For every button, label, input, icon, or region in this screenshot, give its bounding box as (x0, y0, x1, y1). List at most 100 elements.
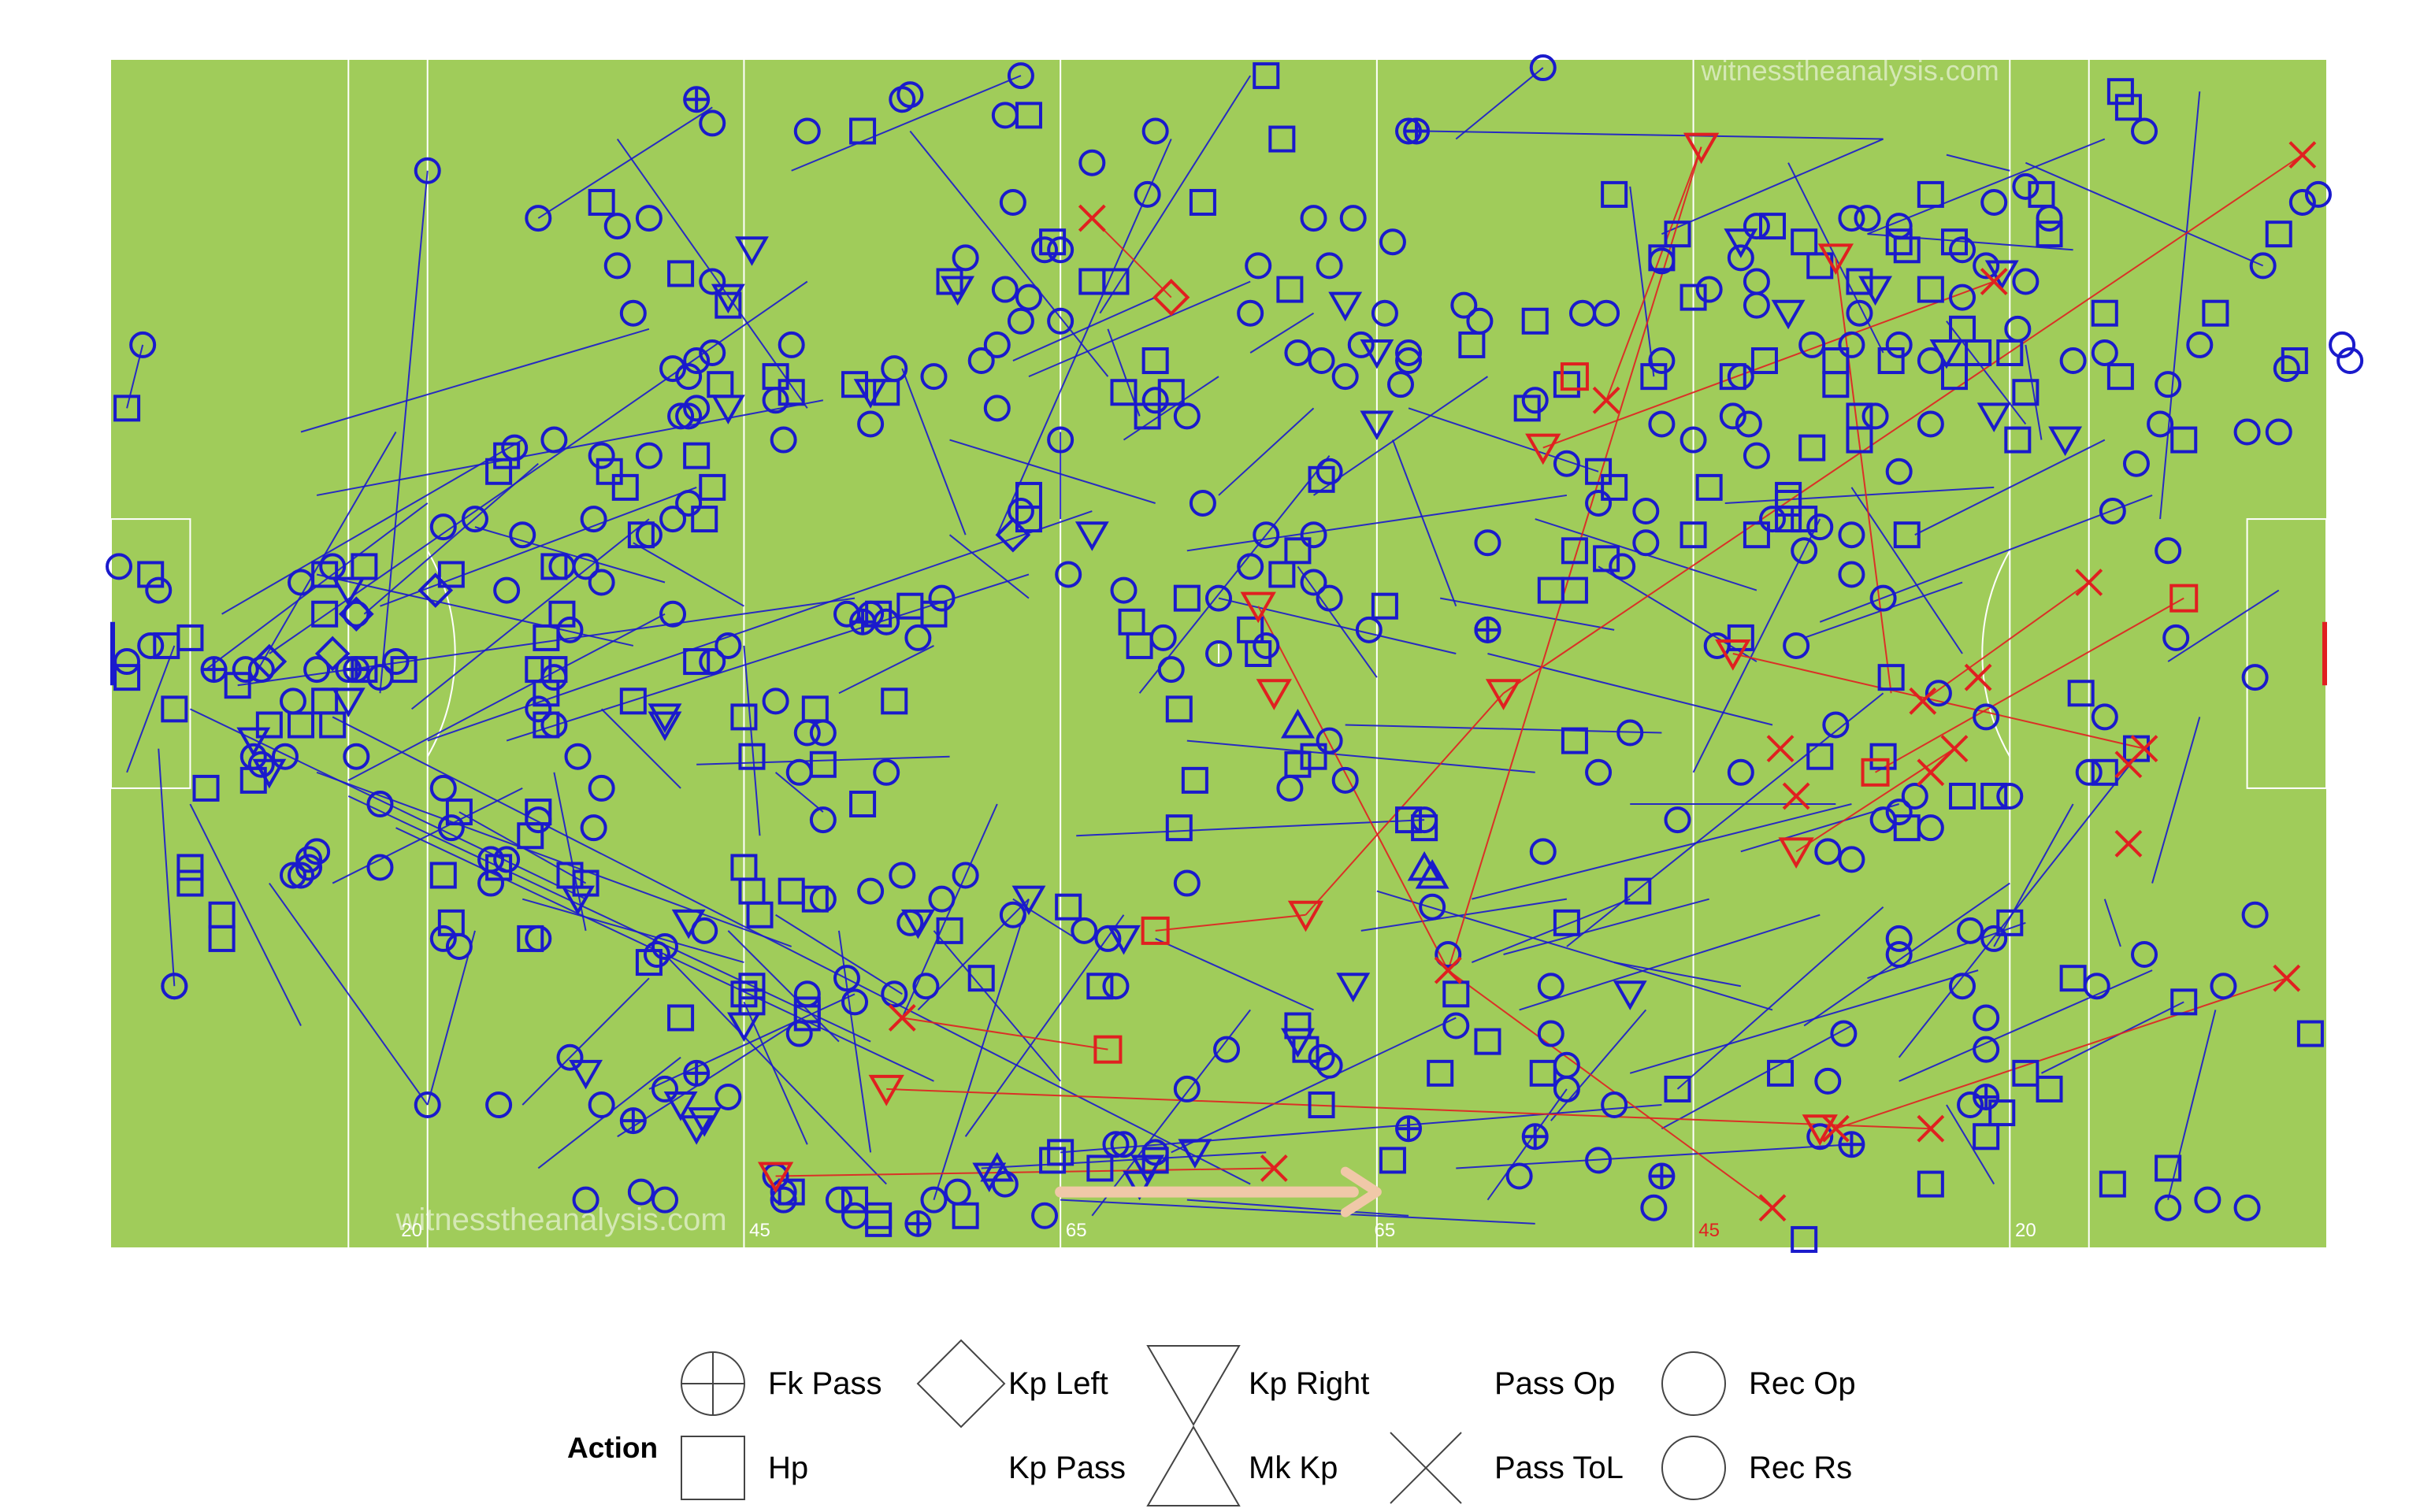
action-marker-square (1126, 632, 1153, 659)
action-marker-square (1917, 276, 1944, 303)
action-marker-square (1949, 315, 1976, 343)
action-marker-circle (1949, 973, 1976, 1000)
action-marker-triangle-up (1415, 858, 1449, 889)
action-marker-square (1458, 331, 1486, 358)
action-marker-circle (295, 846, 323, 873)
action-marker-square (1869, 743, 1897, 770)
action-marker-crosshair-circle-cross (1650, 1164, 1674, 1188)
pass-line (2103, 899, 2121, 947)
action-marker-circle (1703, 632, 1731, 659)
action-marker-square (1759, 213, 1786, 240)
action-marker-square (1680, 521, 1707, 549)
pass-line (1472, 803, 1852, 900)
action-marker-square (1442, 980, 1470, 1008)
action-marker-circle (667, 402, 695, 430)
action-marker-circle (1593, 299, 1620, 327)
action-marker-square (1561, 537, 1588, 565)
action-marker-square (881, 687, 908, 715)
action-marker-square (437, 561, 465, 588)
action-marker-circle (1973, 703, 2000, 731)
action-marker-circle (1814, 1067, 1842, 1095)
action-marker-square (1474, 1028, 1501, 1055)
action-marker-square (2067, 680, 2095, 707)
action-marker-circle (714, 632, 742, 659)
action-marker-circle (564, 743, 592, 770)
action-marker-circle (1743, 291, 1770, 319)
action-marker-circle (247, 656, 275, 684)
error-line (886, 1088, 1931, 1130)
pass-line (537, 106, 713, 219)
pass-line (189, 708, 587, 900)
action-marker-square (683, 442, 711, 469)
action-marker-circle (1759, 506, 1786, 533)
action-marker-circle (983, 395, 1011, 422)
action-marker-circle (2288, 188, 2316, 216)
action-marker-square (1537, 576, 1564, 604)
action-marker-square (525, 656, 552, 684)
action-marker-circle (1141, 1139, 1169, 1166)
action-marker-triangle-down (735, 236, 769, 266)
pass-line (237, 597, 856, 687)
action-marker-circle (485, 1091, 513, 1119)
action-marker-square (239, 766, 267, 794)
action-marker-square (1308, 465, 1335, 493)
action-marker-triangle-down (711, 284, 745, 314)
action-marker-circle (1830, 1020, 1858, 1047)
action-marker-square (778, 1178, 805, 1206)
action-marker-triangle-down (1178, 1139, 1212, 1169)
action-marker-circle (2155, 537, 2182, 565)
action-marker-circle (2059, 347, 2087, 375)
action-marker-square (1664, 220, 1691, 248)
action-marker-square (1110, 379, 1138, 406)
action-marker-circle (881, 355, 908, 383)
action-marker-circle (2147, 410, 2174, 438)
action-marker-square (1775, 481, 1802, 509)
action-marker-square (778, 379, 805, 406)
action-marker-square (548, 600, 576, 628)
action-marker-diamond (314, 636, 351, 672)
action-marker-circle (1253, 632, 1280, 659)
pass-line (901, 368, 967, 536)
pass-line (269, 882, 429, 1106)
action-marker-square (762, 363, 789, 391)
action-marker-square (841, 371, 869, 398)
pass-line (1850, 487, 1963, 654)
action-marker-square (540, 553, 568, 580)
action-marker-circle (1395, 339, 1423, 366)
action-marker-square (1893, 521, 1921, 549)
action-marker-circle (683, 347, 711, 375)
pass-line (1424, 130, 1884, 140)
action-marker-circle (493, 846, 521, 873)
pass-line (1993, 803, 2074, 947)
pass-line (189, 803, 302, 1026)
action-marker-square (161, 695, 188, 723)
legend-label: Kp Right (1249, 1366, 1369, 1401)
error-line (1155, 914, 1306, 932)
direction-arrow (1055, 1166, 1382, 1217)
action-marker-circle (651, 932, 678, 960)
action-marker-crosshair-circle-cross (1475, 617, 1500, 642)
action-marker-square (1134, 402, 1161, 430)
action-marker-circle (1957, 1091, 1984, 1119)
action-marker-circle (2304, 180, 2332, 208)
action-marker-square (1015, 481, 1042, 509)
action-marker-circle (675, 363, 703, 391)
pass-line (1186, 1199, 1409, 1217)
action-marker-circle (1308, 347, 1335, 375)
action-marker-square (1624, 877, 1652, 905)
legend-label: Rec Rs (1749, 1451, 1852, 1485)
error-line (775, 1167, 1275, 1177)
action-marker-circle (928, 885, 956, 913)
action-marker-square (1965, 339, 1992, 366)
action-marker-circle (1838, 561, 1865, 588)
action-marker-circle (603, 213, 631, 240)
action-marker-circle (1846, 299, 1873, 327)
action-marker-square (730, 980, 758, 1008)
action-marker-triangle-down (1984, 260, 2019, 290)
error-line (1305, 692, 1505, 916)
action-marker-circle (1007, 62, 1034, 90)
error-line (1732, 653, 2145, 750)
distance-label: 65 (1066, 1220, 1087, 1241)
action-marker-circle (1601, 1091, 1628, 1119)
action-marker-circle (279, 862, 306, 889)
